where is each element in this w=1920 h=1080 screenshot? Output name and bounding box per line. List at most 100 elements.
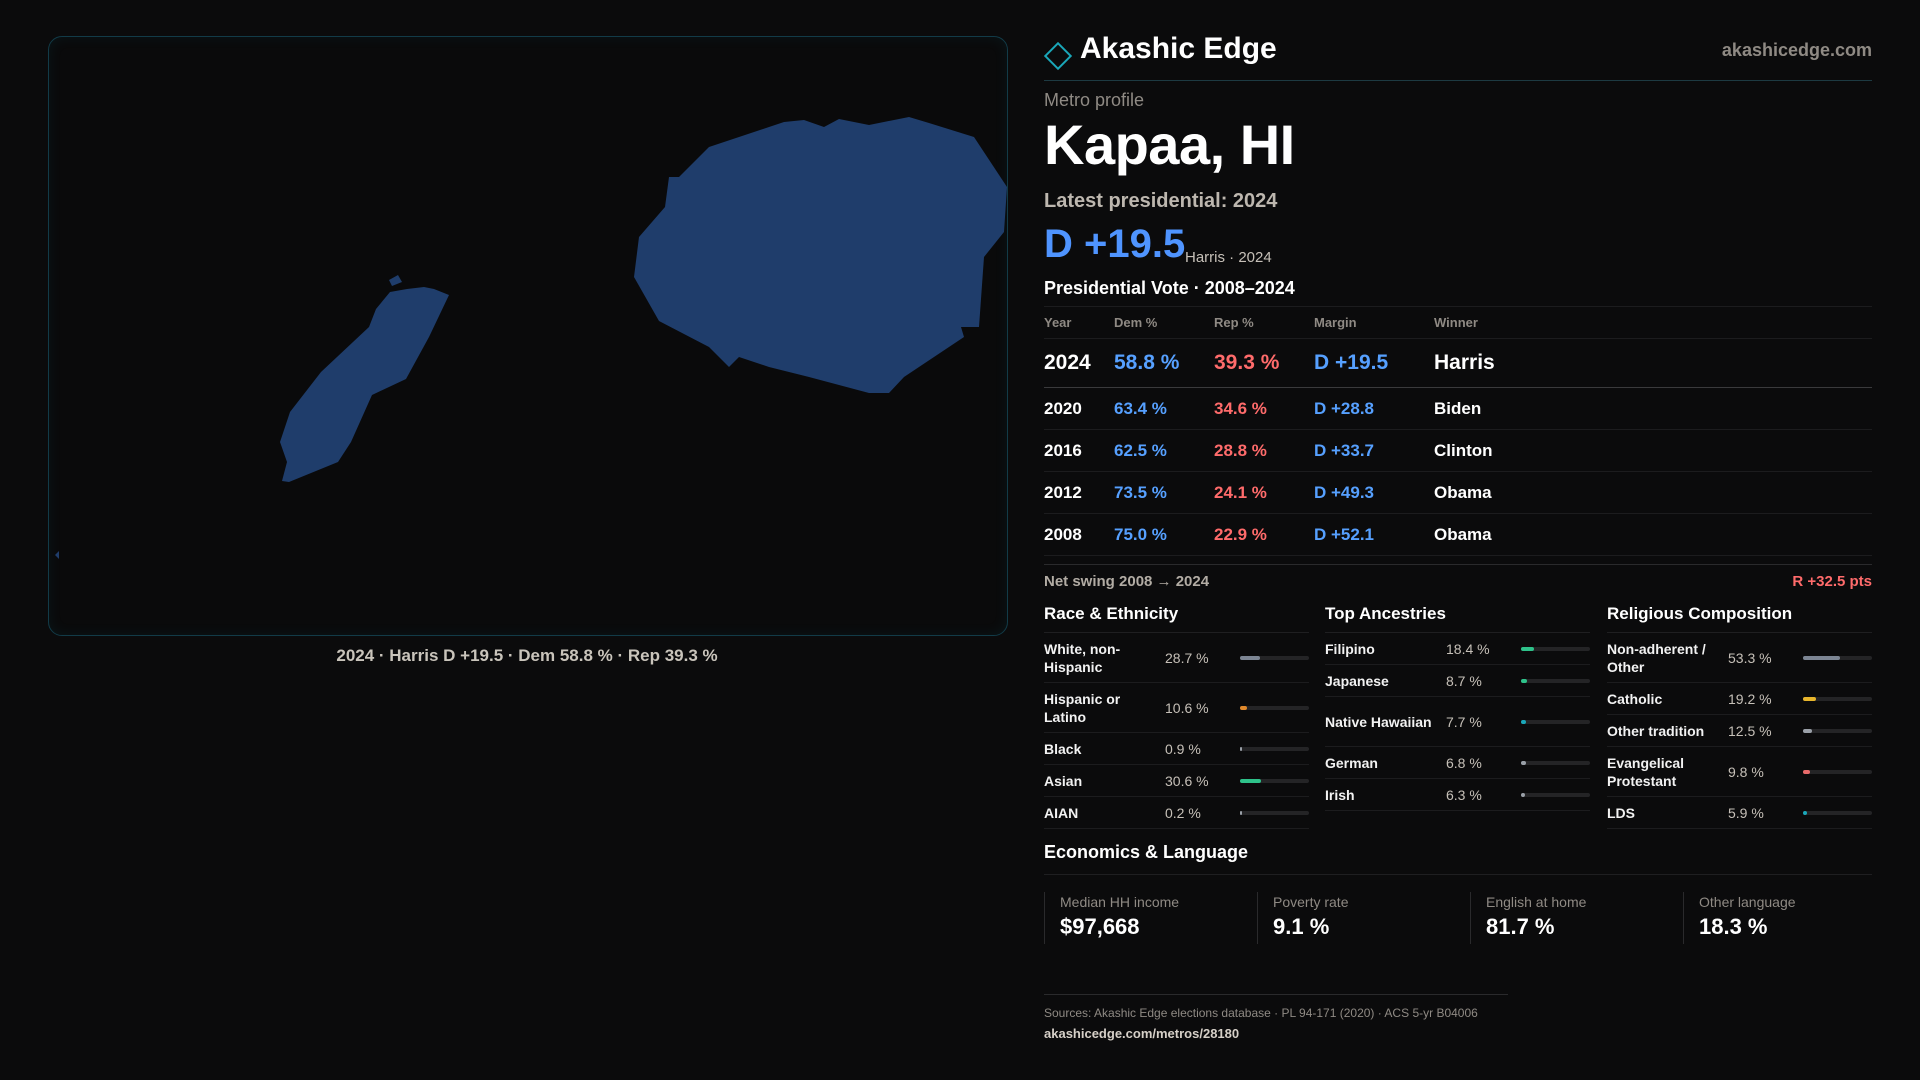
list-item: White, non-Hispanic 28.7 %	[1044, 633, 1309, 683]
row-rep: 28.8 %	[1214, 441, 1267, 460]
share-bar	[1521, 760, 1590, 765]
share-bar-fill	[1240, 705, 1248, 710]
item-label: Japanese	[1325, 672, 1389, 689]
economics-section-title: Economics & Language	[1044, 842, 1249, 862]
presidential-vote-table: Year Dem % Rep % Margin Winner 2024 58.8…	[1044, 306, 1872, 556]
table-row: 2012 73.5 % 24.1 % D +49.3 Obama	[1044, 472, 1872, 514]
item-label: Asian	[1044, 772, 1083, 789]
row-winner: Clinton	[1434, 441, 1493, 460]
item-label: AIAN	[1044, 804, 1079, 821]
row-year: 2008	[1044, 525, 1082, 544]
island-large-shape[interactable]	[634, 117, 1007, 393]
item-pct: 9.8 %	[1728, 763, 1764, 780]
map-panel[interactable]	[48, 36, 1008, 636]
share-bar	[1803, 696, 1872, 701]
row-winner: Obama	[1434, 525, 1492, 544]
share-bar-fill	[1803, 655, 1840, 660]
diamond-logo-icon	[1043, 41, 1073, 71]
share-bar	[1240, 655, 1309, 660]
stat-card-other-language: Other language 18.3 %	[1683, 892, 1880, 944]
item-label: German	[1325, 754, 1378, 771]
table-row: 2008 75.0 % 22.9 % D +52.1 Obama	[1044, 514, 1872, 556]
item-label: Hispanic or Latino	[1044, 690, 1121, 725]
col-header-year: Year	[1044, 315, 1072, 330]
votes-section-title: Presidential Vote · 2008–2024	[1044, 278, 1295, 298]
divider	[1044, 874, 1872, 875]
list-item: Native Hawaiian 7.7 %	[1325, 697, 1590, 747]
row-winner: Harris	[1434, 351, 1495, 374]
row-margin: D +33.7	[1314, 441, 1375, 460]
share-bar-fill	[1240, 655, 1260, 660]
sources-note: Sources: Akashic Edge elections database…	[1044, 1006, 1478, 1020]
page-title: Kapaa, HI	[1044, 113, 1295, 176]
stat-card-english: English at home 81.7 %	[1470, 892, 1667, 944]
share-bar-fill	[1240, 810, 1242, 815]
row-margin: D +49.3	[1314, 483, 1375, 502]
item-pct: 28.7 %	[1165, 649, 1209, 666]
net-swing-label: Net swing 2008 → 2024	[1044, 573, 1210, 590]
share-bar-fill	[1521, 719, 1527, 724]
race-ethnicity-section: Race & Ethnicity White, non-Hispanic 28.…	[1044, 600, 1309, 829]
row-year: 2012	[1044, 483, 1082, 502]
list-item: Other tradition 12.5 %	[1607, 715, 1872, 747]
share-bar-fill	[1803, 769, 1810, 774]
col-header-winner: Winner	[1434, 315, 1478, 330]
site-domain[interactable]: akashicedge.com	[1721, 40, 1872, 60]
row-rep: 24.1 %	[1214, 483, 1267, 502]
list-item: Black 0.9 %	[1044, 733, 1309, 765]
ancestries-section-title: Top Ancestries	[1325, 600, 1590, 633]
share-bar	[1803, 810, 1872, 815]
row-dem: 62.5 %	[1114, 441, 1167, 460]
item-pct: 12.5 %	[1728, 722, 1772, 739]
stat-label: Other language	[1699, 894, 1796, 910]
item-pct: 0.9 %	[1165, 740, 1201, 757]
col-header-dem: Dem %	[1114, 315, 1158, 330]
row-dem: 75.0 %	[1114, 525, 1167, 544]
row-winner: Biden	[1434, 399, 1482, 418]
row-rep: 22.9 %	[1214, 525, 1267, 544]
share-bar-fill	[1521, 646, 1534, 651]
row-rep: 39.3 %	[1214, 351, 1280, 374]
share-bar	[1803, 769, 1872, 774]
row-year: 2024	[1044, 351, 1091, 374]
list-item: Hispanic or Latino 10.6 %	[1044, 683, 1309, 733]
item-pct: 7.7 %	[1446, 713, 1482, 730]
source-url-link[interactable]: akashicedge.com/metros/28180	[1044, 1026, 1240, 1041]
share-bar-fill	[1803, 810, 1808, 815]
net-swing-value: R +32.5 pts	[1792, 573, 1872, 590]
row-margin: D +28.8	[1314, 399, 1375, 418]
share-bar	[1521, 792, 1590, 797]
stat-label: English at home	[1486, 894, 1587, 910]
stat-card-poverty: Poverty rate 9.1 %	[1257, 892, 1454, 944]
share-bar-fill	[1803, 728, 1812, 733]
stat-card-income: Median HH income $97,668	[1044, 892, 1241, 944]
metro-map[interactable]	[49, 37, 1007, 635]
item-label: Evangelical Protestant	[1607, 754, 1685, 789]
share-bar	[1521, 678, 1590, 683]
stat-value: 18.3 %	[1699, 914, 1768, 939]
island-small-shape[interactable]	[280, 287, 449, 482]
brand-name[interactable]: Akashic Edge	[1080, 32, 1277, 65]
share-bar	[1521, 719, 1590, 724]
share-bar	[1240, 810, 1309, 815]
item-label: Other tradition	[1607, 722, 1705, 739]
list-item: AIAN 0.2 %	[1044, 797, 1309, 829]
profile-panel: Akashic Edge akashicedge.com Metro profi…	[1043, 0, 1872, 1080]
item-pct: 18.4 %	[1446, 640, 1490, 657]
header: Akashic Edge akashicedge.com	[1043, 30, 1872, 81]
stat-value: 9.1 %	[1273, 914, 1330, 939]
item-pct: 53.3 %	[1728, 649, 1772, 666]
stat-value: 81.7 %	[1486, 914, 1555, 939]
table-row: 2020 63.4 % 34.6 % D +28.8 Biden	[1044, 388, 1872, 430]
col-header-rep: Rep %	[1214, 315, 1254, 330]
map-caption: 2024 · Harris D +19.5 · Dem 58.8 % · Rep…	[336, 646, 718, 665]
ancestries-section: Top Ancestries Filipino 18.4 % Japanese …	[1325, 600, 1590, 811]
share-bar	[1803, 728, 1872, 733]
religion-section: Religious Composition Non-adherent / Oth…	[1607, 600, 1872, 829]
share-bar-fill	[1803, 696, 1817, 701]
list-item: LDS 5.9 %	[1607, 797, 1872, 829]
table-row: 2024 58.8 % 39.3 % D +19.5 Harris	[1044, 339, 1872, 388]
row-year: 2020	[1044, 399, 1082, 418]
col-header-margin: Margin	[1314, 315, 1357, 330]
item-pct: 6.8 %	[1446, 754, 1482, 771]
